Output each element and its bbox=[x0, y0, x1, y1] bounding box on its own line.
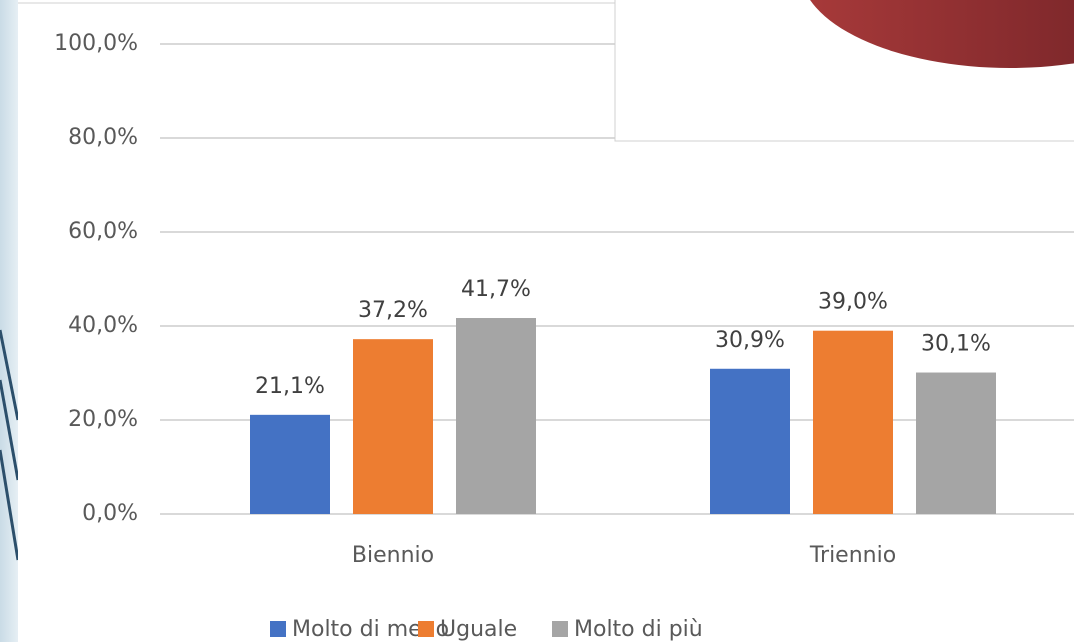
y-tick-label: 100,0% bbox=[54, 31, 138, 56]
legend-swatch bbox=[418, 621, 434, 637]
y-tick-label: 0,0% bbox=[82, 501, 138, 526]
bar bbox=[813, 331, 893, 514]
y-tick-label: 20,0% bbox=[68, 407, 138, 432]
bar bbox=[456, 318, 536, 514]
legend-swatch bbox=[270, 621, 286, 637]
bar bbox=[710, 369, 790, 514]
value-label: 41,7% bbox=[461, 277, 531, 302]
page: {"chart_data": {"type": "bar", "categori… bbox=[0, 0, 1074, 642]
value-label: 21,1% bbox=[255, 374, 325, 399]
value-label: 30,1% bbox=[921, 332, 991, 357]
bar bbox=[250, 415, 330, 514]
x-tick-label: Triennio bbox=[809, 543, 896, 568]
x-tick-label: Biennio bbox=[352, 543, 434, 568]
legend-label: Uguale bbox=[440, 617, 517, 642]
chart: 0,0% 20,0% 40,0% 60,0% 80,0% 100,0% Biennio 21,… bbox=[0, 0, 1074, 642]
bar bbox=[916, 373, 996, 514]
y-tick-label: 80,0% bbox=[68, 125, 138, 150]
value-label: 39,0% bbox=[818, 290, 888, 315]
value-label: 30,9% bbox=[715, 328, 785, 353]
legend-swatch bbox=[552, 621, 568, 637]
y-tick-label: 40,0% bbox=[68, 313, 138, 338]
legend-label: Molto di più bbox=[574, 617, 703, 642]
value-label: 37,2% bbox=[358, 298, 428, 323]
y-tick-label: 60,0% bbox=[68, 219, 138, 244]
bar bbox=[353, 339, 433, 514]
